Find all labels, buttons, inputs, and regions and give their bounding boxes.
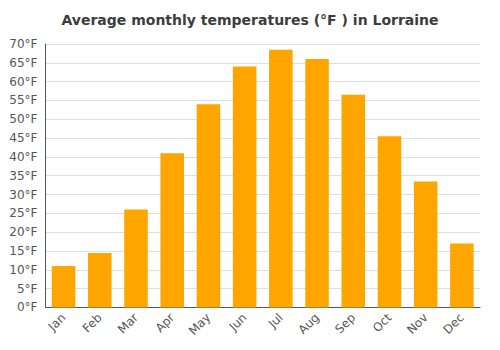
svg-text:55°F: 55°F: [9, 93, 37, 107]
svg-text:Jul: Jul: [265, 311, 286, 332]
svg-text:Feb: Feb: [80, 311, 105, 336]
svg-text:30°F: 30°F: [9, 188, 37, 202]
svg-text:Jan: Jan: [45, 311, 69, 335]
svg-text:Dec: Dec: [441, 311, 467, 337]
svg-text:Sep: Sep: [332, 311, 358, 337]
svg-text:60°F: 60°F: [9, 75, 37, 89]
svg-text:5°F: 5°F: [17, 282, 38, 296]
svg-text:15°F: 15°F: [9, 244, 37, 258]
svg-text:25°F: 25°F: [9, 206, 37, 220]
svg-text:Apr: Apr: [153, 310, 178, 335]
svg-text:70°F: 70°F: [9, 37, 37, 51]
svg-text:Jun: Jun: [226, 311, 250, 335]
svg-text:May: May: [186, 311, 213, 338]
svg-text:Nov: Nov: [404, 311, 430, 337]
svg-text:65°F: 65°F: [9, 56, 37, 70]
svg-text:20°F: 20°F: [9, 225, 37, 239]
svg-text:Aug: Aug: [296, 311, 322, 337]
svg-text:0°F: 0°F: [17, 300, 38, 314]
svg-text:Average monthly temperatures (: Average monthly temperatures (°F ) in Lo…: [61, 12, 438, 28]
svg-text:Oct: Oct: [370, 310, 395, 335]
svg-text:50°F: 50°F: [9, 112, 37, 126]
svg-text:35°F: 35°F: [9, 169, 37, 183]
svg-text:40°F: 40°F: [9, 150, 37, 164]
svg-text:45°F: 45°F: [9, 131, 37, 145]
svg-text:10°F: 10°F: [9, 263, 37, 277]
svg-text:Mar: Mar: [115, 310, 141, 336]
